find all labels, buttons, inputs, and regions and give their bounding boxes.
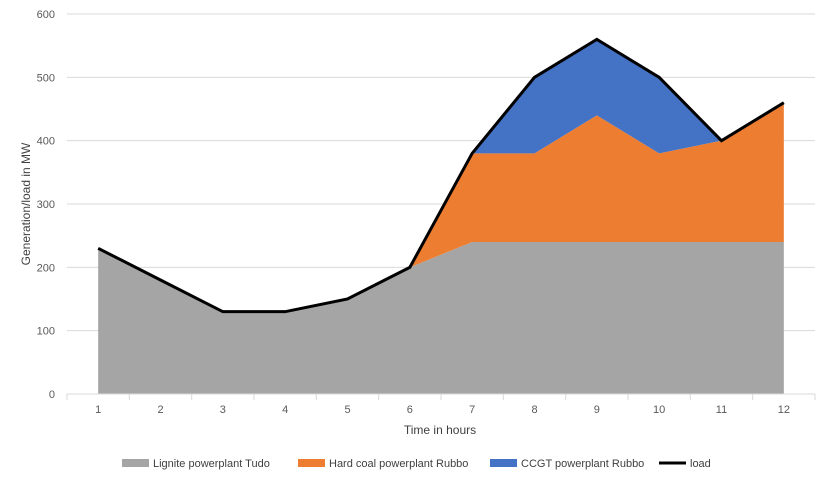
x-tick-label: 11 (716, 404, 727, 416)
area-ccgt-powerplant-rubbo (98, 39, 784, 312)
area-lignite-powerplant-tudo (98, 242, 784, 394)
x-tick-label: 4 (282, 404, 288, 416)
legend: Lignite powerplant Tudo Hard coal powerpl… (122, 458, 711, 470)
legend-swatch-ccgt-powerplant-rubbo (490, 459, 517, 467)
series-line-load (97, 37, 785, 314)
y-tick-label: 600 (37, 9, 55, 21)
legend-label-load: load (690, 458, 711, 470)
x-tick-label: 1 (95, 404, 101, 416)
x-tick-label: 6 (407, 404, 413, 416)
x-tick-label: 10 (653, 404, 665, 416)
x-axis-title: Time in hours (404, 423, 476, 437)
y-tick-label: 100 (37, 326, 55, 338)
y-tick-label: 300 (37, 199, 55, 211)
x-tick-label: 12 (778, 404, 790, 416)
y-tick-label: 500 (37, 72, 55, 84)
x-tick-label: 9 (594, 404, 600, 416)
x-tick-label: 2 (157, 404, 163, 416)
stacked-areas (98, 39, 784, 394)
legend-label-ccgt-powerplant-rubbo: CCGT powerplant Rubbo (521, 458, 644, 470)
y-axis-title: Generation/load in MW (19, 142, 33, 265)
load-line-group (97, 37, 785, 314)
x-tick-labels: 1 2 3 4 5 6 7 8 9 10 11 12 (95, 404, 790, 416)
x-tick-label: 3 (220, 404, 226, 416)
y-tick-label: 0 (49, 389, 55, 401)
y-tick-label: 400 (37, 136, 55, 148)
area-hard-coal-powerplant-rubbo (98, 102, 784, 312)
x-tick-label: 8 (531, 404, 537, 416)
legend-label-hard-coal-powerplant-rubbo: Hard coal powerplant Rubbo (329, 458, 468, 470)
legend-swatch-lignite-powerplant-tudo (122, 459, 149, 467)
axes (66, 393, 816, 400)
x-tick-label: 7 (469, 404, 475, 416)
legend-label-lignite-powerplant-tudo: Lignite powerplant Tudo (153, 458, 270, 470)
y-tick-label: 200 (37, 262, 55, 274)
legend-swatch-hard-coal-powerplant-rubbo (298, 459, 325, 467)
y-tick-labels: 0 100 200 300 400 500 600 (37, 9, 55, 401)
x-tick-label: 5 (344, 404, 350, 416)
